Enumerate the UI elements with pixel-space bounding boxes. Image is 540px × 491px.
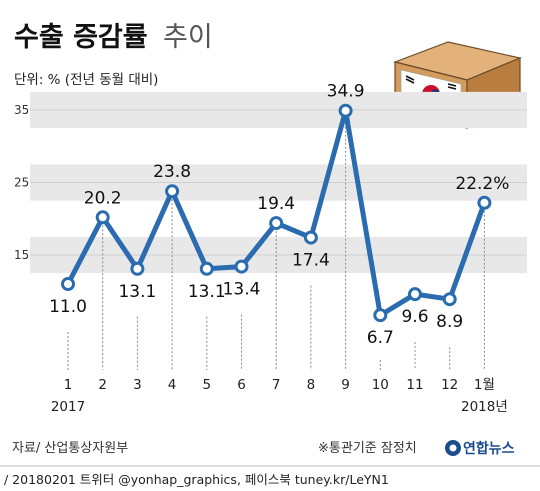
value-label: 6.7 (367, 328, 394, 348)
logo-text: 연합뉴스 (463, 440, 515, 457)
value-label: 9.6 (401, 307, 428, 327)
value-label: 13.1 (118, 282, 156, 302)
x-tick-label: 2 (98, 377, 107, 393)
x-tick-label: 5 (203, 377, 212, 393)
data-point (269, 216, 284, 231)
chart-subtitle: 단위: % (전년 동월 대비) (14, 72, 158, 88)
x-tick-label: 1 (64, 377, 73, 393)
data-point (303, 230, 318, 245)
data-point (199, 261, 214, 276)
value-label: 13.1 (188, 282, 226, 302)
year-labels: 2017 2018년 (51, 399, 508, 415)
data-point (130, 261, 145, 276)
x-tick-label: 11 (406, 377, 423, 393)
data-point (95, 210, 110, 225)
data-point (61, 277, 75, 291)
value-labels: 11.020.213.123.813.113.419.417.434.96.79… (49, 82, 509, 348)
year-label: 2018년 (461, 399, 508, 415)
x-tick-label: 3 (133, 377, 142, 393)
y-tick-label: 15 (14, 248, 29, 262)
data-point (477, 195, 492, 210)
value-label: 20.2 (84, 188, 122, 208)
chart-title: 수출 증감률 추이 (14, 22, 213, 53)
value-label: 23.8 (153, 162, 191, 182)
data-point (165, 184, 180, 199)
x-tick-label: 10 (372, 377, 389, 393)
x-tick-label: 4 (168, 377, 177, 393)
value-label: 8.9 (436, 312, 463, 332)
x-tick-label: 9 (341, 377, 350, 393)
grid-bands (30, 91, 527, 274)
x-tick-label: 6 (237, 377, 246, 393)
value-label: 11.0 (49, 297, 87, 317)
data-point (234, 259, 249, 274)
x-axis-labels: 1 2 3 4 5 6 7 8 9 10 11 12 1월 (64, 377, 495, 393)
note-text: ※통관기준 잠정치 (318, 441, 417, 456)
value-label: 17.4 (292, 251, 330, 271)
data-point (338, 103, 353, 118)
data-points (61, 103, 492, 323)
source-text: 자료/ 산업통상자원부 (12, 441, 128, 456)
data-point (442, 292, 457, 307)
data-point (373, 308, 388, 323)
value-label: 13.4 (223, 280, 261, 300)
y-tick-label: 25 (14, 176, 29, 190)
y-axis-ticks: 15 25 35 (14, 103, 29, 262)
x-tick-label: 7 (272, 377, 281, 393)
value-label: 22.2% (455, 174, 509, 194)
x-tick-label: 12 (441, 377, 458, 393)
x-tick-label: 1월 (474, 377, 495, 393)
year-label: 2017 (51, 399, 85, 415)
data-point (408, 287, 422, 302)
x-tick-label: 8 (307, 377, 316, 393)
value-label: 19.4 (257, 194, 295, 214)
yonhap-logo-icon (445, 440, 461, 456)
drop-lines (67, 118, 485, 370)
value-label: 34.9 (327, 82, 365, 102)
footer-credit: / 20180201 트위터 @yonhap_graphics, 페이스북 tu… (4, 472, 389, 487)
y-tick-label: 35 (14, 103, 29, 117)
